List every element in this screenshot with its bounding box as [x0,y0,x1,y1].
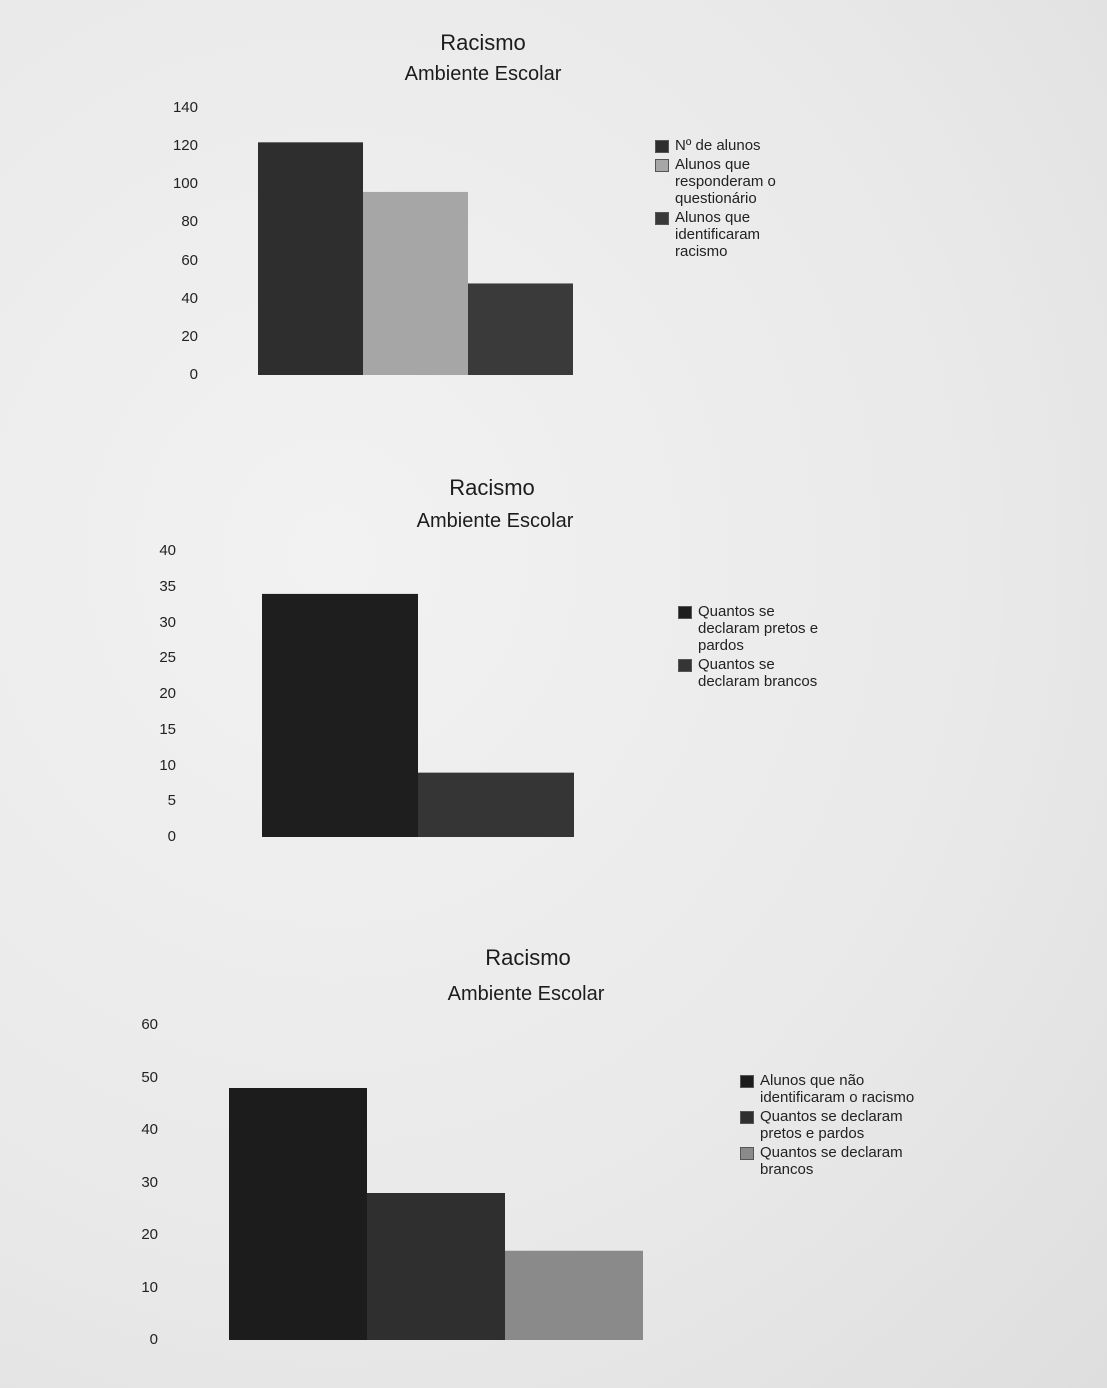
y-tick-label: 5 [167,792,176,810]
legend-label: Alunos que identificaram racismo [675,209,761,260]
y-tick-label: 50 [141,1068,158,1086]
chart-title: Racismo [449,475,535,500]
bar [505,1250,643,1340]
y-tick-label: 20 [159,685,176,702]
y-tick-label: 25 [159,649,176,667]
legend: Alunos que não identificaram o racismo Qu… [740,1072,920,1180]
legend-swatch [740,1147,754,1160]
legend-item: Quantos se declaram pretos e pardos [678,603,838,654]
legend-swatch [740,1075,754,1088]
y-tick-label: 100 [172,175,198,193]
legend: Nº de alunos Alunos que responderam o que… [655,137,815,262]
bar [468,283,573,375]
legend-swatch [678,606,692,619]
bars-svg [262,593,574,837]
y-tick-label: 15 [159,720,176,738]
y-tick-label: 10 [141,1278,158,1296]
y-tick-label: 80 [181,213,198,231]
bar [418,772,574,837]
y-tick-label: 0 [189,366,198,383]
y-tick-label: 40 [159,542,176,559]
legend-swatch [740,1111,754,1124]
legend-label: Quantos se declaram brancos [760,1144,903,1178]
y-tick-label: 40 [181,289,198,307]
y-tick-label: 35 [159,577,176,595]
legend-item: Nº de alunos [655,137,815,154]
legend-item: Alunos que identificaram racismo [655,209,815,260]
chart-title: Racismo [440,30,526,55]
y-tick-label: 10 [159,756,176,774]
legend-swatch [655,159,669,172]
legend-item: Quantos se declaram pretos e pardos [740,1108,920,1142]
bar [229,1088,367,1340]
legend-item: Quantos se declaram brancos [678,656,838,690]
legend-item: Alunos que não identificaram o racismo [740,1072,920,1106]
bar [258,142,363,375]
legend-label: Quantos se declaram brancos [698,656,818,690]
y-tick-label: 0 [149,1331,158,1348]
chart-subtitle: Ambiente Escolar [447,983,605,1005]
y-tick-label: 60 [141,1016,158,1033]
legend-label: Alunos que não identificaram o racismo [760,1072,915,1106]
legend-label: Quantos se declaram pretos e pardos [698,603,819,654]
y-tick-label: 40 [141,1121,158,1138]
legend: Quantos se declaram pretos e pardos Quant… [678,603,838,692]
bars-svg [229,1088,643,1340]
legend-item: Quantos se declaram brancos [740,1144,920,1178]
legend-label: Quantos se declaram pretos e pardos [760,1108,903,1142]
chart-subtitle: Ambiente Escolar [404,63,562,85]
legend-label: Alunos que responderam o questionário [675,156,776,207]
legend-swatch [655,212,669,225]
y-tick-label: 140 [172,99,198,116]
bar [262,593,418,837]
y-tick-label: 30 [159,613,176,631]
chart-subtitle: Ambiente Escolar [416,510,574,532]
bar [363,191,468,375]
legend-swatch [655,140,669,153]
y-tick-label: 120 [172,137,198,155]
chart-title: Racismo [485,945,571,970]
y-tick-label: 20 [181,327,198,345]
y-tick-label: 20 [141,1226,158,1243]
y-tick-label: 30 [141,1173,158,1191]
bars-svg [258,142,573,375]
legend-item: Alunos que responderam o questionário [655,156,815,207]
y-tick-label: 0 [167,828,176,845]
bar [367,1193,505,1340]
legend-label: Nº de alunos [675,137,761,154]
y-tick-label: 60 [181,251,198,269]
legend-swatch [678,659,692,672]
